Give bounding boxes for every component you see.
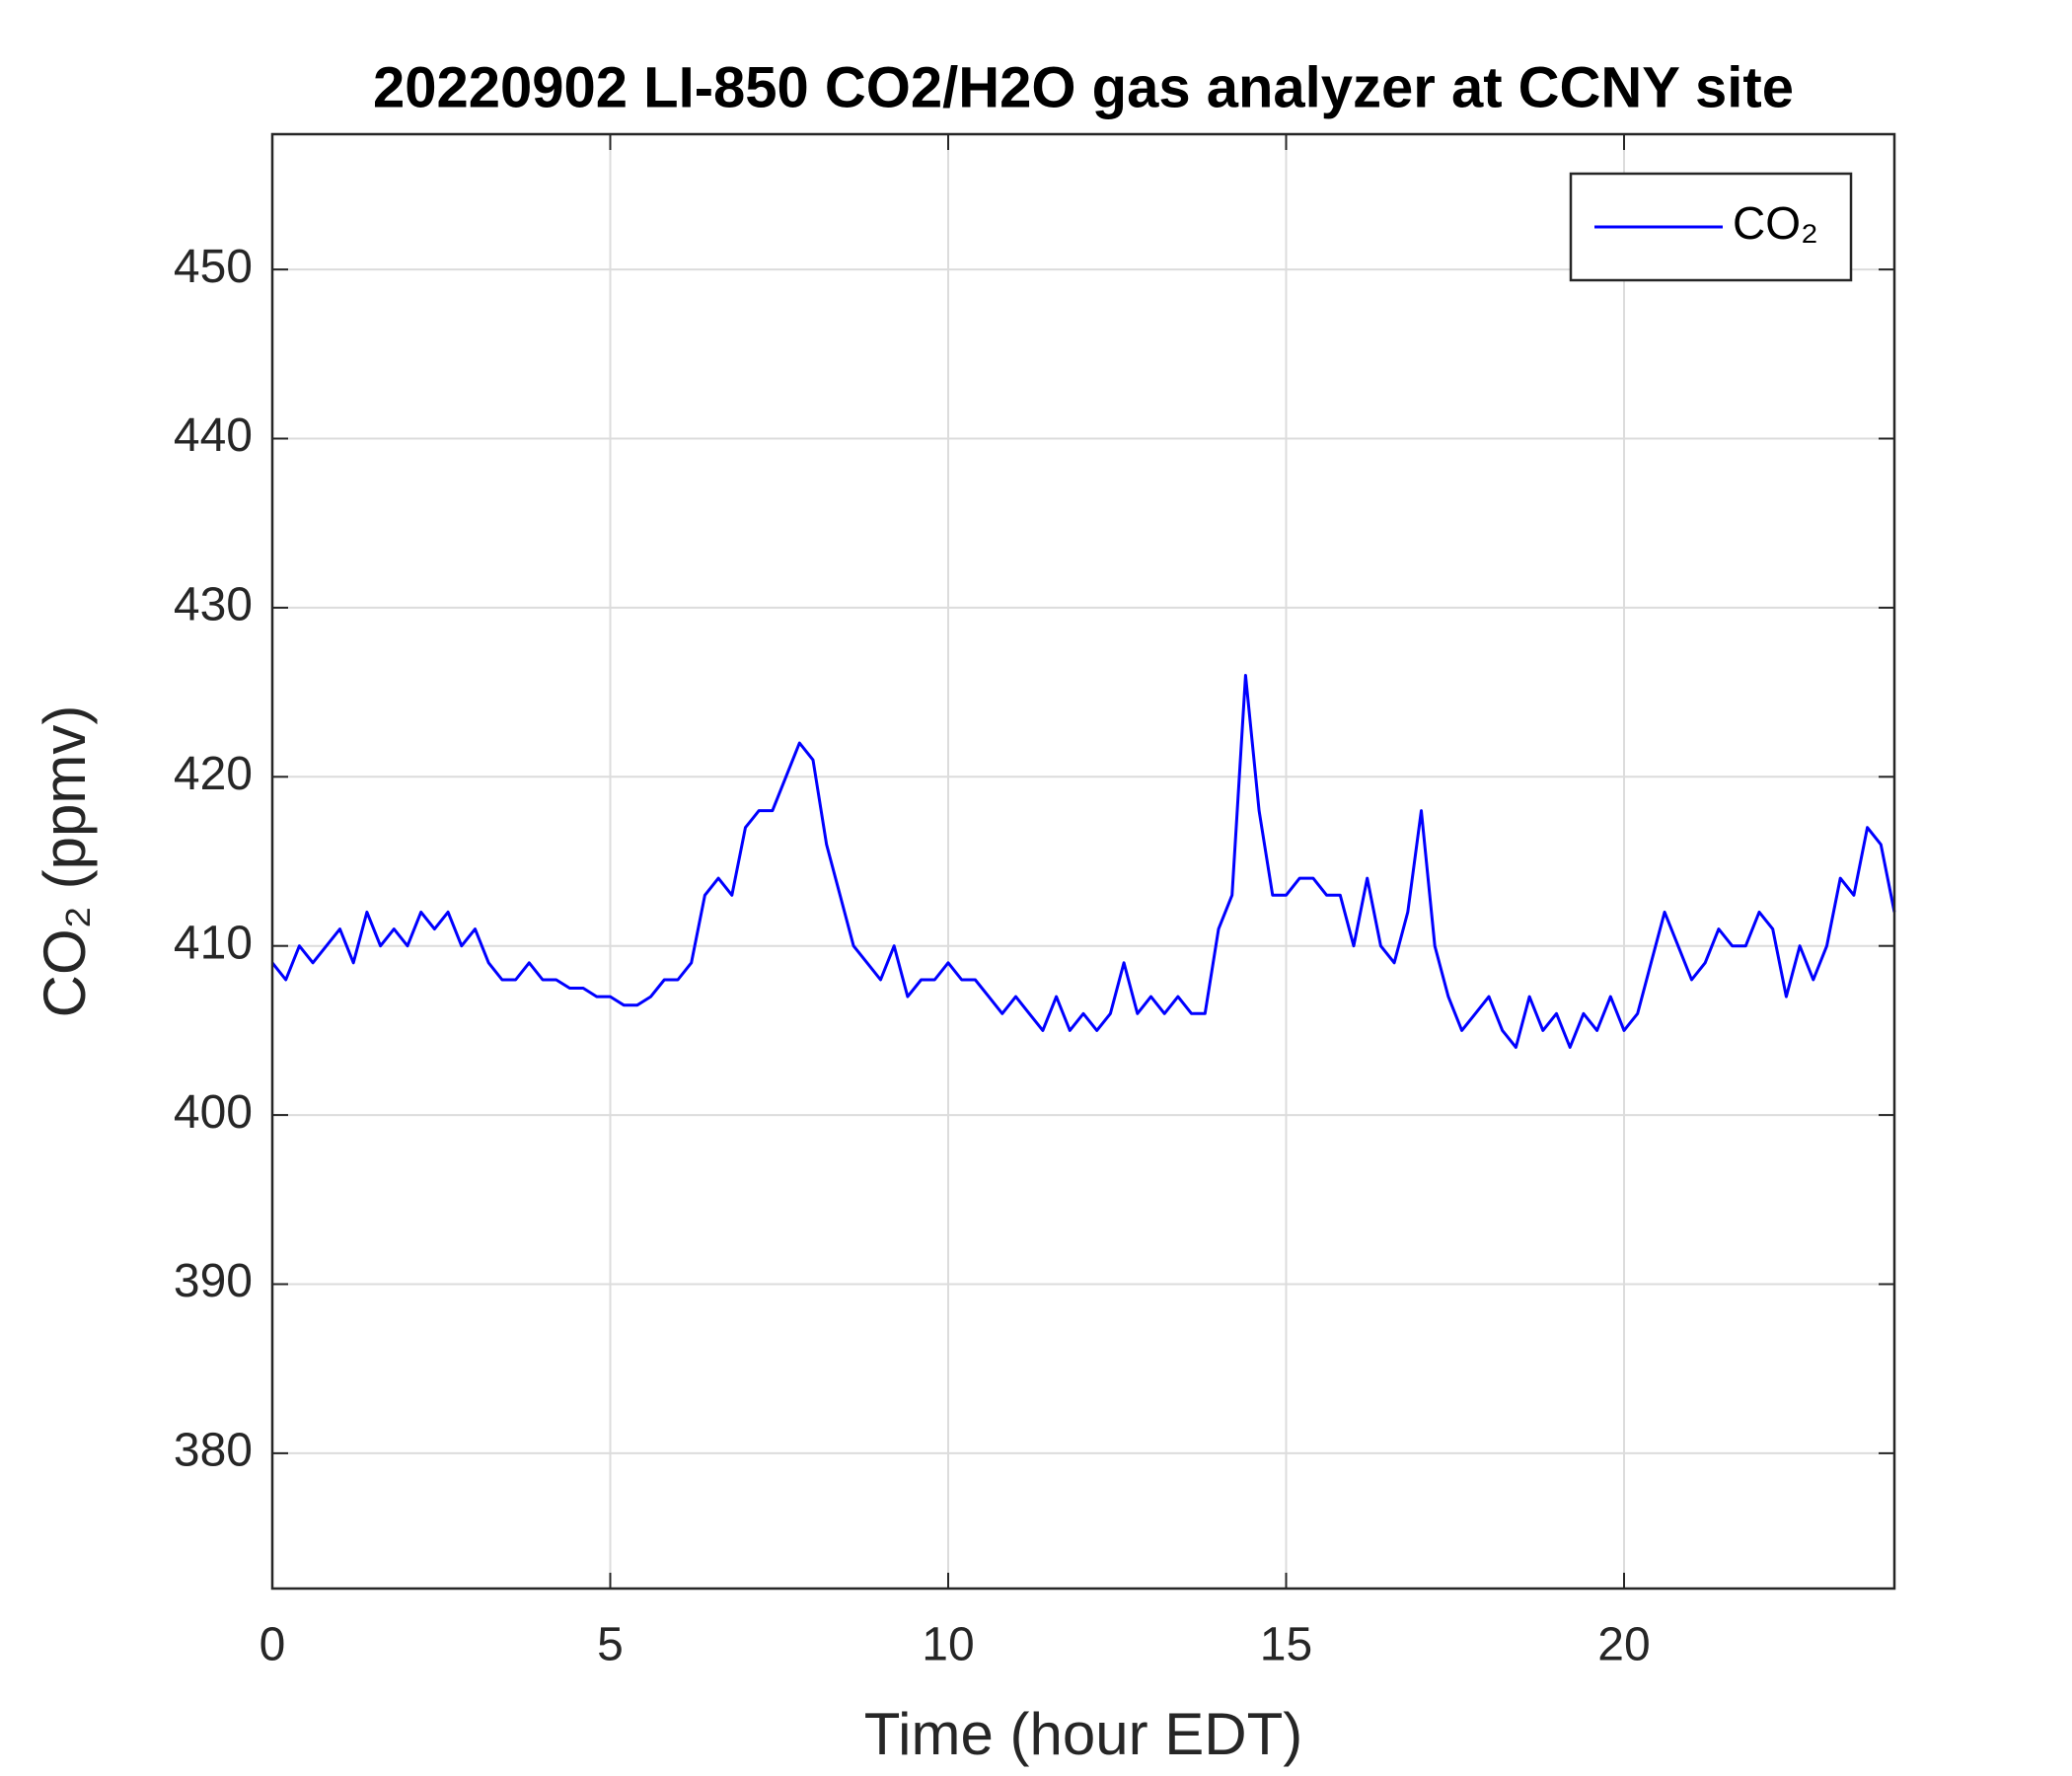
legend-label: CO₂ [1733, 197, 1818, 249]
x-tick-label: 15 [1260, 1619, 1312, 1671]
x-tick-label: 5 [597, 1619, 624, 1671]
x-tick-label: 10 [922, 1619, 974, 1671]
y-tick-label: 410 [174, 917, 253, 969]
y-tick-label: 440 [174, 409, 253, 462]
data-line [270, 674, 1896, 1049]
plot-frame [270, 132, 1896, 1591]
y-axis-label: CO₂ (ppmv) [32, 705, 98, 1018]
y-tick-label: 420 [174, 748, 253, 800]
x-axis-label: Time (hour EDT) [864, 1701, 1303, 1767]
chart-title: 20220902 LI-850 CO2/H2O gas analyzer at … [373, 55, 1794, 119]
y-tick-label: 450 [174, 241, 253, 293]
y-tick-label: 380 [174, 1425, 253, 1477]
y-tick-label: 390 [174, 1255, 253, 1307]
x-tick-label: 0 [259, 1619, 286, 1671]
y-tick-label: 430 [174, 579, 253, 631]
y-tick-label: 400 [174, 1086, 253, 1139]
x-tick-label: 20 [1597, 1619, 1650, 1671]
